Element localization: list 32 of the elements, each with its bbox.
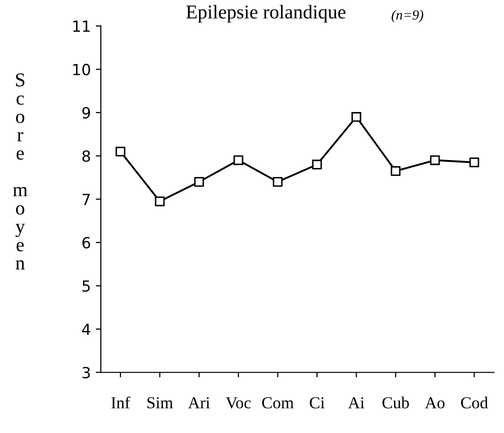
x-tick-label: Cub (382, 396, 409, 408)
point (194, 177, 204, 187)
y-tick-label: 9 (82, 107, 90, 119)
point (351, 112, 362, 122)
y-tick-label: 11 (73, 20, 90, 32)
y-tick-label: 7 (82, 194, 90, 205)
chart-subtitle: (n=9) (392, 10, 424, 23)
y-tick-label: 8 (82, 150, 90, 162)
point (234, 155, 244, 166)
y-tick-label: 3 (82, 366, 90, 378)
y-tick-label: 6 (82, 236, 90, 248)
chart-title: Epilepsie rolandique (186, 4, 346, 23)
point (272, 177, 283, 187)
point (154, 196, 165, 206)
point (430, 155, 440, 166)
point (116, 146, 126, 156)
x-tick-label: Com (262, 397, 294, 408)
x-tick-label: Ci (310, 397, 325, 408)
x-tick-label: Ari (188, 397, 210, 408)
point (312, 160, 322, 170)
x-tick-label: Inf (111, 396, 130, 408)
text: Score moyen (13, 73, 28, 270)
point (390, 166, 400, 176)
y-tick-label: 4 (82, 324, 90, 335)
x-tick-label: Voc (226, 397, 251, 409)
y-tick-label: 10 (73, 64, 90, 76)
x-tick-label: Ao (424, 397, 444, 408)
x-tick-label: Ai (348, 397, 364, 408)
x-tick-label: Sim (147, 397, 173, 408)
y-tick-label: 5 (82, 280, 90, 292)
point (469, 158, 480, 168)
x-tick-label: Cod (461, 396, 488, 408)
